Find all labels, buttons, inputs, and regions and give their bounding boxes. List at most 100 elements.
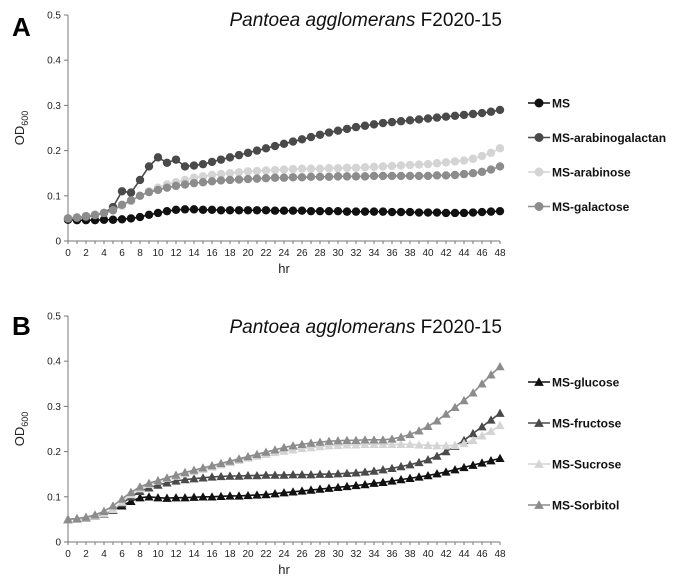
- x-axis-title: hr: [278, 261, 290, 276]
- x-tick-label: 36: [386, 248, 398, 259]
- legend-label: MS-glucose: [552, 376, 620, 390]
- y-axis-title-main: OD: [12, 126, 27, 146]
- data-point: [306, 470, 316, 479]
- data-point: [153, 185, 163, 195]
- data-point: [432, 416, 442, 425]
- data-point: [441, 409, 451, 418]
- x-tick-label: 28: [314, 248, 326, 259]
- data-point: [216, 176, 226, 185]
- data-point: [315, 437, 325, 446]
- data-point: [306, 485, 316, 494]
- data-point: [72, 213, 82, 222]
- x-tick-label: 20: [242, 248, 254, 259]
- data-point: [333, 436, 343, 445]
- data-point: [324, 128, 334, 137]
- x-tick-label: 48: [494, 549, 506, 560]
- data-point: [243, 174, 253, 184]
- data-point: [423, 159, 433, 169]
- x-tick-label: 2: [83, 549, 89, 560]
- data-point: [405, 207, 415, 217]
- legend-marker: [534, 418, 544, 427]
- data-point: [216, 458, 226, 468]
- data-point: [234, 206, 244, 215]
- legend-item: MS-arabinogalactan: [528, 131, 666, 145]
- data-point: [405, 160, 415, 170]
- data-point: [288, 164, 298, 174]
- data-point: [144, 478, 154, 487]
- data-point: [369, 120, 379, 129]
- data-point: [162, 183, 172, 192]
- data-point: [396, 475, 406, 484]
- data-point: [144, 492, 154, 501]
- data-point: [315, 164, 325, 173]
- data-point: [468, 428, 478, 438]
- x-tick-label: 2: [83, 248, 89, 259]
- x-tick-label: 8: [137, 248, 143, 259]
- chart-title-species: Pantoea agglomerans: [229, 10, 415, 31]
- data-point: [99, 215, 109, 224]
- data-point: [252, 470, 262, 480]
- data-point: [261, 470, 271, 479]
- data-point: [135, 212, 145, 222]
- data-point: [486, 415, 496, 424]
- data-point: [216, 169, 226, 179]
- x-tick-label: 26: [296, 549, 308, 560]
- y-axis-title: OD600: [12, 412, 30, 447]
- data-point: [243, 206, 253, 215]
- data-point: [423, 470, 433, 480]
- data-point: [216, 206, 226, 215]
- data-point: [306, 442, 316, 452]
- x-axis-title: hr: [278, 562, 290, 577]
- data-point: [387, 439, 397, 449]
- data-point: [486, 148, 496, 158]
- data-point: [432, 171, 442, 180]
- data-point: [306, 132, 316, 142]
- data-point: [108, 501, 118, 510]
- data-point: [486, 165, 496, 174]
- data-point: [225, 175, 235, 185]
- legend-marker: [534, 202, 544, 211]
- y-tick-label: 0.4: [47, 56, 61, 67]
- legend-label: MS-arabinose: [552, 166, 631, 180]
- data-point: [297, 470, 307, 479]
- data-point: [414, 440, 424, 449]
- data-point: [153, 493, 163, 502]
- data-point: [180, 467, 190, 477]
- panel-label: A: [12, 12, 31, 42]
- data-point: [414, 208, 424, 217]
- data-point: [468, 435, 478, 444]
- data-point: [198, 178, 208, 187]
- data-point: [153, 153, 163, 162]
- data-point: [396, 117, 406, 126]
- data-point: [189, 205, 199, 214]
- data-point: [495, 162, 505, 171]
- data-point: [189, 465, 199, 474]
- x-tick-label: 40: [422, 248, 434, 259]
- data-point: [387, 207, 397, 217]
- data-point: [261, 173, 271, 183]
- data-point: [270, 206, 280, 215]
- data-point: [351, 468, 361, 477]
- data-point: [144, 210, 154, 219]
- data-point: [225, 169, 235, 178]
- data-point: [90, 210, 100, 219]
- data-point: [351, 207, 361, 216]
- data-point: [360, 121, 370, 130]
- y-axis-title: OD600: [12, 111, 30, 146]
- data-point: [207, 472, 217, 481]
- data-point: [459, 462, 469, 472]
- data-point: [198, 492, 208, 501]
- data-point: [306, 438, 316, 447]
- x-tick-label: 42: [440, 549, 452, 560]
- data-point: [333, 440, 343, 449]
- data-point: [342, 468, 352, 477]
- data-point: [288, 137, 298, 146]
- x-tick-label: 44: [458, 248, 470, 259]
- data-point: [126, 496, 136, 505]
- data-point: [351, 163, 361, 172]
- data-point: [333, 172, 343, 181]
- data-point: [261, 447, 271, 456]
- data-point: [324, 483, 334, 492]
- data-point: [279, 470, 289, 479]
- legend-marker: [534, 133, 544, 142]
